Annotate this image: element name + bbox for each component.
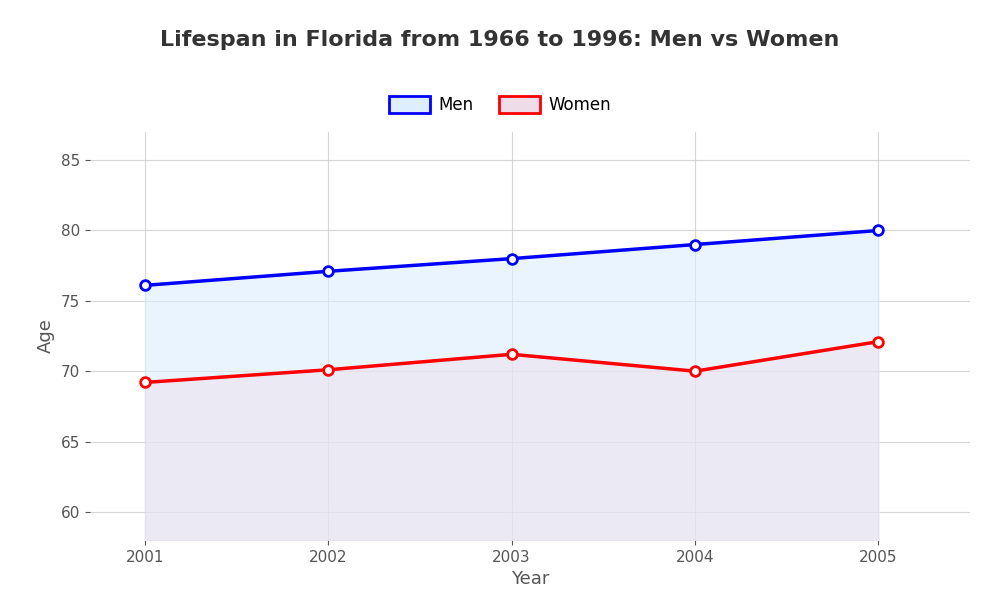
Text: Lifespan in Florida from 1966 to 1996: Men vs Women: Lifespan in Florida from 1966 to 1996: M… (160, 30, 840, 50)
X-axis label: Year: Year (511, 570, 549, 588)
Legend: Men, Women: Men, Women (382, 89, 618, 121)
Y-axis label: Age: Age (37, 319, 55, 353)
